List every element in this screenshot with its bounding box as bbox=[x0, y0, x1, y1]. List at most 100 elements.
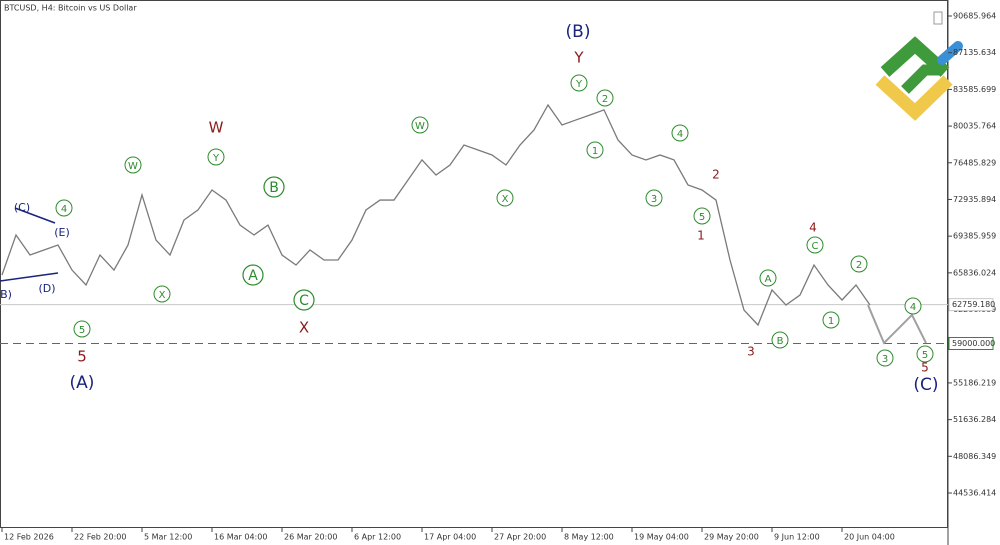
y-tick-label: 76485.829 bbox=[953, 158, 996, 167]
x-tick-label: 27 Apr 20:00 bbox=[494, 533, 546, 542]
x-tick-label: 16 Mar 04:00 bbox=[214, 533, 267, 542]
y-tick-label: 87135.634 bbox=[953, 48, 996, 57]
wave-label: 5 bbox=[922, 350, 928, 361]
wave-circle bbox=[822, 311, 840, 329]
plot-frame bbox=[0, 0, 948, 528]
wave-label: (C) bbox=[14, 201, 30, 214]
wave-circle bbox=[806, 236, 824, 254]
wave-label: W bbox=[128, 161, 138, 172]
price-label-box bbox=[948, 337, 994, 351]
wave-circle bbox=[645, 189, 663, 207]
wave-label: 2 bbox=[856, 260, 862, 271]
wave-circle bbox=[876, 349, 894, 367]
y-tick-label: 44536.414 bbox=[953, 488, 996, 497]
wave-label: X bbox=[299, 319, 309, 337]
y-tick-label: 72935.894 bbox=[953, 195, 996, 204]
wave-circle bbox=[916, 345, 934, 363]
y-tick-label: 65836.024 bbox=[953, 268, 996, 277]
wave-label: 5 bbox=[921, 361, 929, 375]
wave-label: Y bbox=[212, 153, 220, 164]
wave-label: (C) bbox=[913, 375, 938, 395]
wave-label: Y bbox=[573, 49, 584, 67]
wave-label: 2 bbox=[602, 94, 608, 105]
wave-label: 5 bbox=[699, 212, 705, 223]
x-tick-label: 20 Jun 04:00 bbox=[844, 533, 895, 542]
wave-label: A bbox=[248, 268, 258, 284]
y-tick-label: 69385.959 bbox=[953, 232, 996, 241]
wave-circle bbox=[496, 189, 514, 207]
wave-circle bbox=[693, 207, 711, 225]
wave-label: 4 bbox=[809, 221, 817, 235]
wave-label: (E) bbox=[54, 226, 70, 239]
y-tick-label: 80035.764 bbox=[953, 122, 996, 131]
wave-label: 4 bbox=[677, 129, 683, 140]
wave-circle bbox=[586, 141, 604, 159]
x-tick-label: 12 Feb 2026 bbox=[4, 533, 54, 542]
x-tick-label: 19 May 04:00 bbox=[634, 533, 689, 542]
wave-label: 2 bbox=[712, 168, 720, 182]
triangle-line bbox=[0, 272, 59, 282]
wave-label: A bbox=[765, 274, 772, 285]
wave-circle bbox=[153, 285, 171, 303]
x-tick-label: 9 Jun 12:00 bbox=[774, 533, 820, 542]
wave-label: 1 bbox=[697, 229, 705, 243]
wave-circle bbox=[671, 124, 689, 142]
y-tick-label: 48086.349 bbox=[953, 452, 996, 461]
wave-label: (D) bbox=[38, 282, 55, 295]
x-tick-label: 22 Feb 20:00 bbox=[74, 533, 126, 542]
wave-label: 3 bbox=[747, 345, 755, 359]
wave-label: 4 bbox=[61, 204, 67, 215]
wave-label: C bbox=[812, 241, 819, 252]
price-label: 62759.180 bbox=[952, 300, 995, 309]
wave-circle bbox=[850, 255, 868, 273]
x-tick-label: 29 May 20:00 bbox=[704, 533, 759, 542]
wave-circle bbox=[55, 199, 73, 217]
triangle-line bbox=[14, 207, 56, 224]
y-tick-label: 55186.219 bbox=[953, 378, 996, 387]
chart-title: BTCUSD, H4: Bitcoin vs US Dollar bbox=[4, 4, 137, 13]
wave-circle bbox=[771, 331, 789, 349]
x-tick-label: 8 May 12:00 bbox=[564, 533, 614, 542]
y-tick-label: 90685.964 bbox=[953, 12, 996, 21]
y-tick-label: 51636.284 bbox=[953, 415, 996, 424]
wave-label: W bbox=[209, 119, 224, 137]
wave-label: (A) bbox=[70, 373, 95, 393]
wave-label: B) bbox=[0, 288, 12, 301]
wave-label: 1 bbox=[828, 316, 834, 327]
wave-circle bbox=[207, 148, 225, 166]
forecast-line bbox=[867, 304, 927, 345]
wave-label: W bbox=[415, 121, 425, 132]
wave-label: 3 bbox=[882, 354, 888, 365]
wave-label: Y bbox=[575, 79, 583, 90]
y-tick-label: 83585.699 bbox=[953, 85, 996, 94]
wave-label: B bbox=[269, 180, 279, 196]
wave-circle bbox=[570, 74, 588, 92]
wave-circle bbox=[293, 289, 315, 311]
wave-label: 3 bbox=[651, 194, 657, 205]
wave-label: 4 bbox=[910, 302, 916, 313]
wave-circle bbox=[73, 320, 91, 338]
wave-circle bbox=[242, 264, 264, 286]
wave-circle bbox=[904, 297, 922, 315]
x-tick-label: 17 Apr 04:00 bbox=[424, 533, 476, 542]
wave-label: X bbox=[159, 290, 166, 301]
wave-circle bbox=[596, 89, 614, 107]
toggle-icon[interactable] bbox=[933, 11, 943, 25]
wave-label: B bbox=[777, 336, 784, 347]
wave-label: (B) bbox=[566, 22, 591, 42]
price-label-box bbox=[948, 298, 994, 312]
wave-label: 1 bbox=[592, 146, 598, 157]
wave-circle bbox=[411, 116, 429, 134]
wave-circle bbox=[263, 176, 285, 198]
x-tick-label: 26 Mar 20:00 bbox=[284, 533, 337, 542]
price-label: 59000.000 bbox=[952, 339, 995, 348]
wave-circle bbox=[124, 156, 142, 174]
wave-label: X bbox=[502, 194, 509, 205]
x-tick-label: 6 Apr 12:00 bbox=[354, 533, 401, 542]
wave-label: C bbox=[299, 293, 309, 309]
wave-circle bbox=[759, 269, 777, 287]
x-tick-label: 5 Mar 12:00 bbox=[144, 533, 192, 542]
wave-label: 5 bbox=[79, 325, 85, 336]
wave-label: 5 bbox=[77, 348, 87, 366]
